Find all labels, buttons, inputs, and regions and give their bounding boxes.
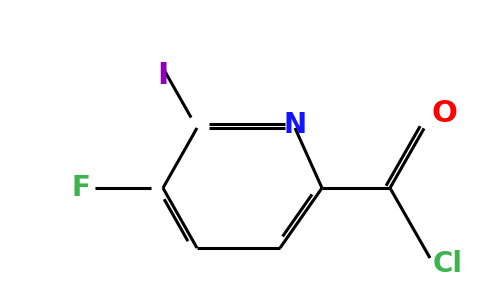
Text: F: F [72, 174, 91, 202]
Text: Cl: Cl [433, 250, 463, 278]
Text: I: I [157, 61, 169, 91]
Text: N: N [284, 111, 306, 139]
Text: O: O [431, 100, 457, 128]
